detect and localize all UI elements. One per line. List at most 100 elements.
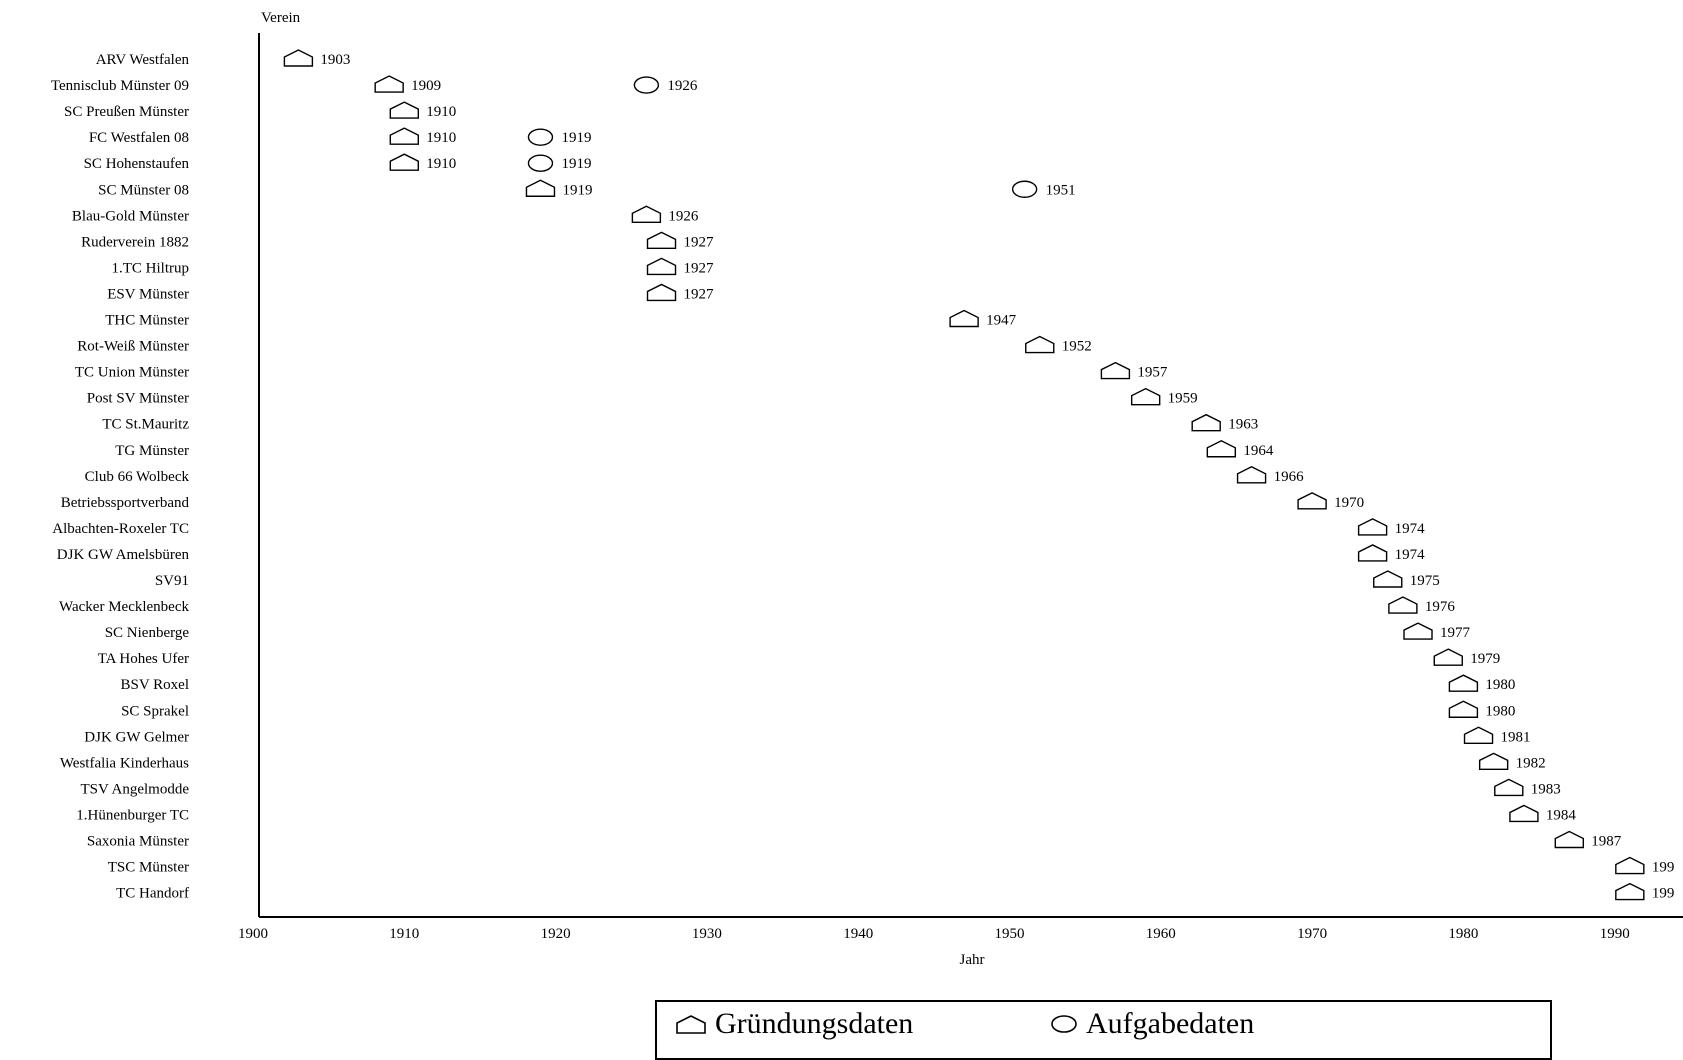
founding-year-label: 1974: [1395, 547, 1426, 563]
founding-marker: [389, 101, 419, 119]
founding-marker: [1388, 596, 1418, 614]
club-name-label: THC Münster: [105, 313, 189, 329]
founding-marker: [1448, 700, 1479, 718]
club-row: Tennisclub Münster 09 1909 1926: [51, 75, 698, 94]
club-row: FC Westfalen 08 1910 1919: [89, 127, 591, 146]
x-tick-label: 1900: [238, 926, 268, 942]
club-row: SV91 1975: [155, 570, 1440, 589]
founding-marker: [949, 309, 979, 328]
founding-year-label: 1903: [320, 52, 350, 68]
club-row: Betriebssportverband 1970: [61, 492, 1364, 511]
founding-year-label: 1926: [668, 208, 699, 224]
dissolution-marker: [1011, 180, 1038, 198]
club-row: SC Sprakel 1980: [121, 700, 1515, 719]
founding-marker: [1236, 466, 1267, 484]
club-row: DJK GW Amelsbüren 1974: [57, 544, 1426, 563]
club-row: TC Union Münster 1957: [75, 361, 1168, 381]
legend-item-ended: Aufgabedaten: [1050, 1006, 1254, 1042]
club-name-label: TSC Münster: [108, 860, 189, 876]
ellipse-marker-icon: [1051, 1015, 1077, 1033]
founding-year-label: 1984: [1546, 807, 1577, 823]
founding-year-label: 1975: [1410, 573, 1440, 589]
founding-year-label: 1927: [684, 286, 715, 302]
founding-year-label: 1959: [1168, 391, 1198, 407]
club-name-label: Tennisclub Münster 09: [51, 78, 189, 94]
club-name-label: Post SV Münster: [87, 391, 189, 407]
club-row: THC Münster 1947: [105, 309, 1017, 329]
club-name-label: Blau-Gold Münster: [72, 208, 189, 224]
club-name-label: TSV Angelmodde: [81, 781, 190, 797]
club-name-label: Betriebssportverband: [61, 495, 190, 511]
founding-year-label: 1957: [1137, 365, 1168, 381]
founding-marker: [1191, 413, 1221, 432]
founding-marker: [1494, 778, 1524, 797]
club-row: 1.Hünenburger TC 1984: [76, 804, 1577, 823]
founding-marker: [1554, 830, 1585, 849]
x-tick-label: 1960: [1146, 926, 1176, 942]
legend-label-ended: Aufgabedaten: [1086, 1007, 1255, 1040]
founding-year-label: 1966: [1274, 469, 1305, 485]
club-row: SC Nienberge 1977: [105, 622, 1471, 641]
founding-marker: [1615, 856, 1645, 875]
club-name-label: Rot-Weiß Münster: [77, 339, 189, 355]
founding-year-label: 1977: [1440, 625, 1471, 641]
club-row: ESV Münster 1927: [107, 283, 715, 302]
founding-year-label: 1963: [1228, 417, 1258, 433]
club-name-label: SV91: [155, 573, 189, 589]
club-rows: ARV Westfalen 1903 Tennisclub Münster 09 19…: [51, 49, 1675, 902]
founding-year-label: 1976: [1425, 599, 1456, 615]
club-name-label: TG Münster: [115, 443, 189, 459]
founding-year-label: 1983: [1531, 781, 1561, 797]
x-tick-label: 1930: [692, 926, 722, 942]
club-row: Saxonia Münster 1987: [87, 830, 1622, 850]
founding-year-label: 1927: [684, 234, 715, 250]
founding-year-label: 199: [1652, 860, 1675, 876]
club-name-label: SC Preußen Münster: [64, 104, 189, 120]
dissolution-year-label: 1919: [561, 130, 591, 146]
club-row: Blau-Gold Münster 1926: [72, 205, 699, 224]
club-name-label: Ruderverein 1882: [81, 234, 189, 250]
founding-marker: [1357, 518, 1388, 536]
founding-year-label: 1927: [684, 260, 715, 276]
x-tick-label: 1940: [843, 926, 873, 942]
founding-marker: [374, 75, 404, 93]
club-name-label: Saxonia Münster: [87, 834, 189, 850]
founding-marker: [525, 179, 556, 197]
club-row: Albachten-Roxeler TC 1974: [52, 518, 1426, 537]
founding-marker: [1373, 570, 1403, 588]
legend-item-founded: Gründungsdaten: [675, 1006, 913, 1042]
dissolution-year-label: 1951: [1046, 182, 1076, 198]
founding-marker: [1448, 674, 1479, 692]
founding-year-label: 1987: [1591, 834, 1622, 850]
founding-year-label: 1974: [1395, 521, 1426, 537]
club-name-label: ESV Münster: [107, 286, 189, 302]
founding-year-label: 1970: [1334, 495, 1364, 511]
club-row: Rot-Weiß Münster 1952: [77, 335, 1092, 355]
dissolution-marker: [527, 154, 554, 172]
founding-year-label: 1909: [411, 78, 441, 94]
club-name-label: Club 66 Wolbeck: [85, 469, 190, 485]
club-name-label: SC Hohenstaufen: [84, 156, 190, 172]
club-name-label: Albachten-Roxeler TC: [52, 521, 189, 537]
club-name-label: 1.TC Hiltrup: [112, 260, 190, 276]
founding-marker: [1463, 726, 1494, 744]
club-row: Ruderverein 1882 1927: [81, 231, 715, 250]
founding-year-label: 1919: [562, 182, 592, 198]
founding-year-label: 1982: [1516, 755, 1546, 771]
founding-marker: [389, 127, 419, 145]
axes: Verein Jahr 1900 1910 1920 1930 1940 1950 1960…: [238, 10, 1683, 968]
founding-year-label: 1910: [426, 156, 456, 172]
x-tick-labels: 1900 1910 1920 1930 1940 1950 1960 1970 1980 1990: [238, 926, 1630, 942]
club-row: Wacker Mecklenbeck 1976: [59, 596, 1456, 615]
founding-marker: [646, 231, 677, 250]
x-tick-label: 1910: [389, 926, 419, 942]
club-name-label: 1.Hünenburger TC: [76, 807, 189, 823]
house-marker-icon: [676, 1015, 706, 1034]
founding-marker: [1130, 387, 1161, 406]
club-name-label: DJK GW Gelmer: [84, 729, 189, 745]
founding-year-label: 1964: [1243, 443, 1274, 459]
club-name-label: Westfalia Kinderhaus: [60, 755, 189, 771]
founding-marker: [1478, 752, 1509, 771]
founding-marker: [1509, 804, 1539, 823]
